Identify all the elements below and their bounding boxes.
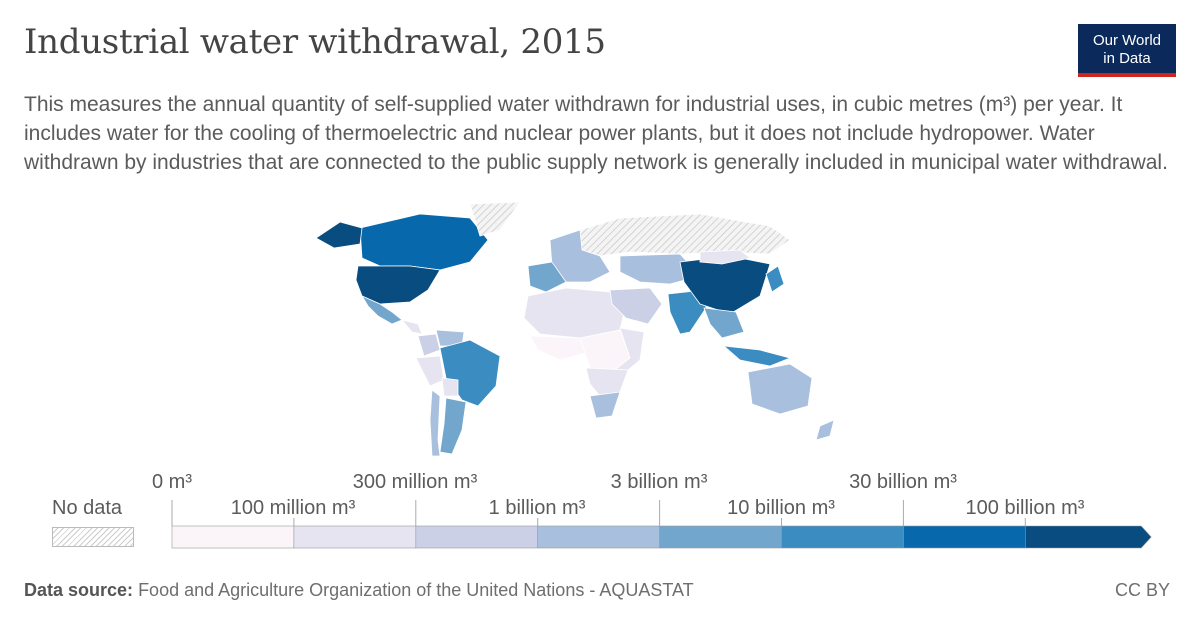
map-region-japan[interactable] xyxy=(765,265,785,293)
legend-lower-label-2: 10 billion m³ xyxy=(727,497,835,519)
map-region-southern-africa[interactable] xyxy=(585,367,629,397)
legend-bin-6[interactable] xyxy=(903,525,1026,549)
world-map[interactable] xyxy=(0,200,1200,460)
chart-subtitle: This measures the annual quantity of sel… xyxy=(24,93,1168,174)
source-label: Data source: xyxy=(24,580,134,600)
legend-lower-label-1: 1 billion m³ xyxy=(488,497,586,519)
map-region-russia[interactable] xyxy=(579,213,791,257)
legend-bin-5[interactable] xyxy=(781,525,904,549)
map-region-bolivia[interactable] xyxy=(441,377,459,397)
map-region-argentina[interactable] xyxy=(439,397,467,455)
map-region-central-asia[interactable] xyxy=(619,253,701,285)
map-region-greenland[interactable] xyxy=(469,201,521,237)
map-region-west-africa[interactable] xyxy=(529,335,591,361)
map-region-alaska[interactable] xyxy=(315,221,363,249)
map-region-mexico[interactable] xyxy=(361,295,403,325)
legend-bin-4[interactable] xyxy=(659,525,782,549)
legend-upper-label-3: 30 billion m³ xyxy=(849,471,957,493)
source-link[interactable]: Food and Agriculture Organization of the… xyxy=(138,580,694,600)
map-region-mongolia[interactable] xyxy=(699,249,751,265)
legend-bin-0[interactable] xyxy=(171,525,295,549)
legend-color-bar[interactable] xyxy=(0,460,1200,560)
map-region-south-africa[interactable] xyxy=(589,391,621,419)
owid-logo[interactable]: Our World in Data xyxy=(1078,24,1176,77)
logo-line-2: in Data xyxy=(1103,50,1151,67)
map-region-southeast-asia[interactable] xyxy=(703,307,745,339)
license-link[interactable]: CC BY xyxy=(1114,580,1170,600)
map-region-middle-east[interactable] xyxy=(609,287,663,325)
map-region-colombia[interactable] xyxy=(417,333,441,357)
legend-no-data-label: No data xyxy=(52,497,123,519)
data-source: Data source: Food and Agriculture Organi… xyxy=(24,580,694,601)
map-region-canada[interactable] xyxy=(359,213,489,271)
legend-bin-2[interactable] xyxy=(415,525,538,549)
logo-line-1: Our World xyxy=(1092,32,1162,49)
legend-bin-7[interactable] xyxy=(1025,525,1152,549)
legend-bin-1[interactable] xyxy=(293,525,417,549)
legend-upper-label-1: 300 million m³ xyxy=(352,471,478,493)
map-region-indonesia[interactable] xyxy=(722,345,792,367)
legend-bin-3[interactable] xyxy=(537,525,660,549)
map-region-western-europe[interactable] xyxy=(527,261,567,293)
legend-lower-label-3: 100 billion m³ xyxy=(965,497,1085,519)
map-region-central-america[interactable] xyxy=(400,319,423,335)
legend-lower-label-0: 100 million m³ xyxy=(230,497,356,519)
map-region-new-zealand[interactable] xyxy=(815,419,835,441)
map-region-peru[interactable] xyxy=(415,355,445,387)
legend-no-data-swatch xyxy=(52,527,134,547)
chart-title: Industrial water withdrawal, 2015 xyxy=(24,22,606,62)
legend-upper-label-2: 3 billion m³ xyxy=(610,471,708,493)
legend-upper-label-0: 0 m³ xyxy=(152,471,192,493)
map-region-united-states[interactable] xyxy=(355,265,441,305)
map-region-australia[interactable] xyxy=(747,363,813,415)
map-region-chile[interactable] xyxy=(429,389,441,457)
